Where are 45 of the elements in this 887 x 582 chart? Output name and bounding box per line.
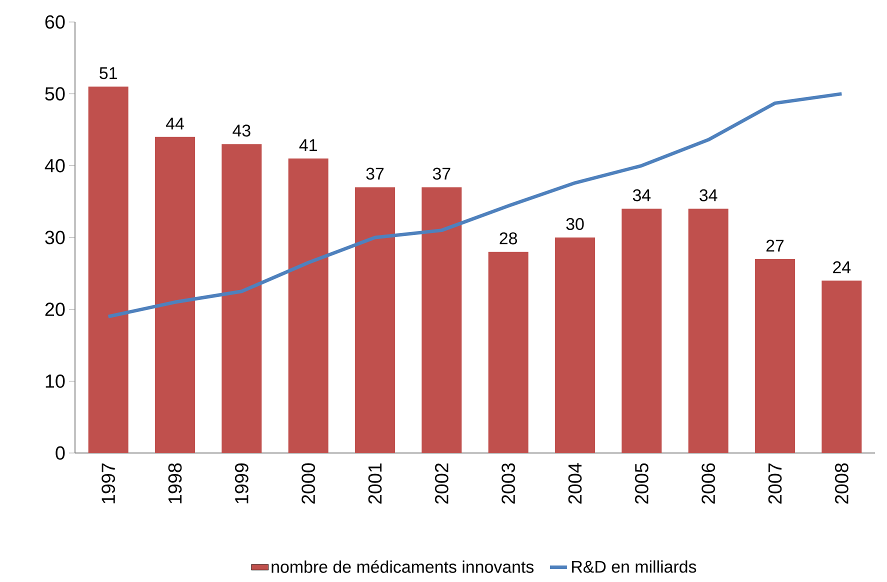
- legend-label: R&D en milliards: [572, 560, 696, 573]
- x-tick-label: 2002: [434, 463, 448, 504]
- data-label: 34: [632, 189, 651, 202]
- bar: [222, 144, 262, 454]
- x-tick-label: 1997: [102, 463, 116, 504]
- y-tick-label: 30: [45, 230, 65, 244]
- data-label: 43: [232, 124, 250, 137]
- bar: [88, 86, 128, 454]
- data-label: 34: [700, 189, 718, 202]
- data-label: 41: [299, 139, 317, 151]
- legend-label: nombre de médicaments innovants: [272, 560, 534, 573]
- x-tick-label: 2006: [702, 463, 716, 504]
- data-label: 44: [166, 118, 184, 130]
- x-tick-label: 2005: [634, 463, 648, 504]
- x-tick-label: 2001: [368, 463, 382, 504]
- x-tick-label: 2003: [502, 463, 516, 504]
- data-label: 30: [566, 218, 584, 230]
- y-tick-label: 50: [45, 87, 65, 101]
- y-tick-label: 10: [46, 374, 65, 388]
- data-label: 37: [432, 168, 450, 180]
- y-tick-label: 40: [44, 158, 65, 172]
- data-label: 28: [500, 232, 518, 244]
- bar: [822, 280, 862, 454]
- bar: [755, 259, 796, 454]
- bar: [555, 238, 596, 454]
- y-tick-label: 60: [45, 15, 65, 29]
- bar: [155, 136, 195, 454]
- bar: [488, 252, 528, 454]
- data-label: 51: [100, 67, 117, 80]
- x-tick-label: 2007: [768, 463, 782, 504]
- x-tick-label: 2004: [568, 463, 582, 504]
- bar: [288, 158, 328, 454]
- data-label: 24: [833, 261, 851, 274]
- x-tick-label: 1998: [168, 463, 182, 504]
- x-tick-label: 2008: [834, 463, 848, 504]
- x-tick-label: 1999: [234, 463, 248, 504]
- data-label: 37: [366, 168, 384, 180]
- y-tick-label: 0: [56, 446, 65, 460]
- bar: [355, 187, 396, 454]
- x-tick-label: 2000: [302, 463, 316, 504]
- bar: [622, 208, 662, 454]
- bar: [422, 187, 462, 454]
- data-label: 27: [766, 240, 784, 252]
- y-tick-label: 20: [45, 302, 65, 316]
- bar: [688, 208, 728, 454]
